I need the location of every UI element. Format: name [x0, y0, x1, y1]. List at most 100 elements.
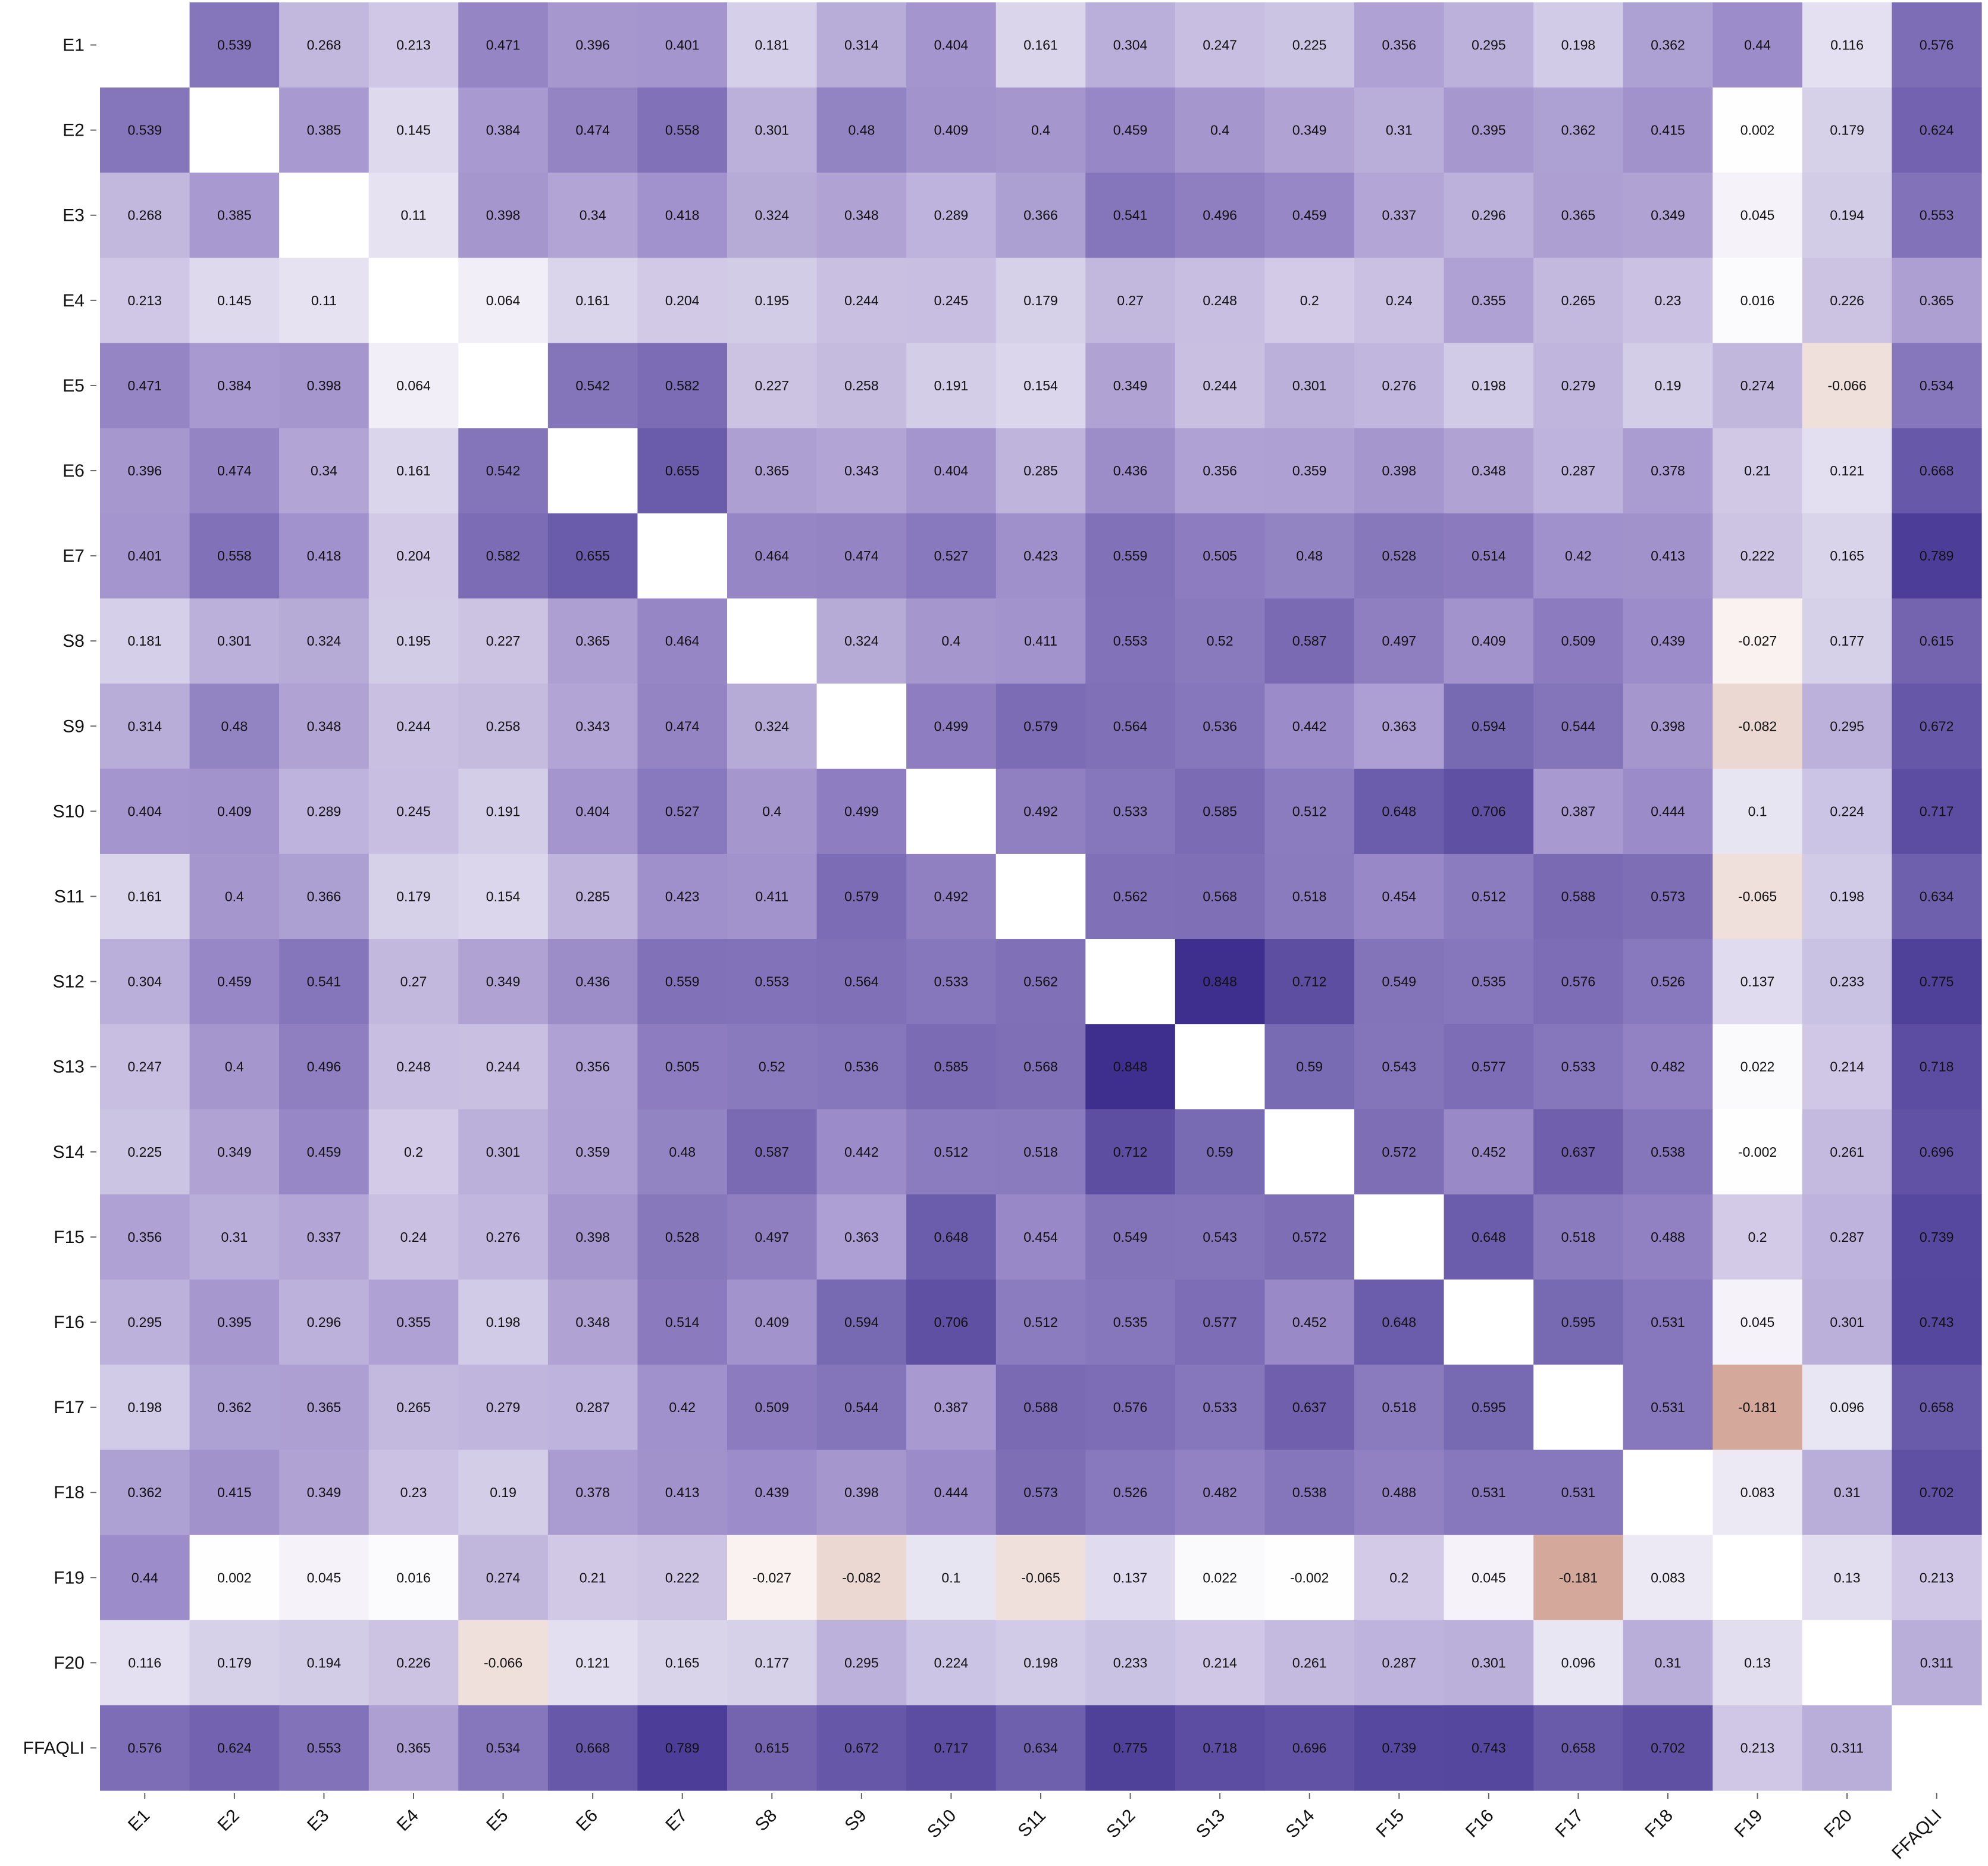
cell-value-label: 0.337 [307, 1229, 342, 1245]
heatmap-cell [1354, 428, 1445, 514]
heatmap-cell [547, 1364, 638, 1451]
heatmap-cell [1533, 853, 1624, 940]
cell-value-label: 0.585 [1203, 803, 1237, 819]
cell-value-label: 0.198 [1561, 37, 1596, 53]
cell-value-label: 0.527 [934, 548, 969, 563]
cell-value-label: 0.558 [217, 548, 252, 563]
heatmap-cell [637, 1449, 728, 1536]
heatmap-cells [100, 2, 1982, 1791]
cell-value-label: 0.439 [1651, 633, 1685, 649]
cell-value-label: 0.13 [1834, 1570, 1861, 1585]
heatmap-cell [547, 258, 638, 343]
cell-value-label: 0.488 [1382, 1485, 1417, 1500]
heatmap-cell [637, 1194, 728, 1280]
cell-value-label: 0.289 [307, 803, 342, 819]
heatmap-cell [458, 683, 549, 769]
heatmap-cell [100, 1449, 190, 1536]
cell-value-label: 0.648 [1382, 803, 1417, 819]
cell-value-label: 0.198 [1472, 378, 1506, 393]
heatmap-cell [1802, 1364, 1893, 1451]
cell-value-label: 0.404 [934, 37, 969, 53]
heatmap-cell [637, 87, 728, 173]
y-tick-label: E6 [62, 461, 84, 481]
heatmap-cell [368, 1705, 459, 1791]
cell-value-label: 0.398 [486, 208, 521, 223]
heatmap-cell [100, 1364, 190, 1451]
heatmap-cell [1892, 1449, 1982, 1536]
heatmap-cell [1533, 428, 1624, 514]
x-tick-label: S13 [1192, 1806, 1229, 1842]
heatmap-cell [1354, 343, 1445, 429]
heatmap-cell [906, 1024, 997, 1110]
heatmap-cell [189, 258, 280, 343]
cell-value-label: 0.594 [1472, 718, 1506, 734]
heatmap-cell [1444, 513, 1534, 599]
heatmap-cell [189, 1279, 280, 1366]
heatmap-cell [1085, 1109, 1176, 1195]
heatmap-cell [906, 1705, 997, 1791]
heatmap-cell [1175, 1620, 1266, 1706]
heatmap-cell [279, 1279, 370, 1366]
heatmap-cell [1802, 598, 1893, 684]
heatmap-cell [1713, 1705, 1803, 1791]
cell-value-label: -0.027 [1738, 633, 1777, 649]
heatmap-cell [1892, 1620, 1982, 1706]
heatmap-cell [458, 1109, 549, 1195]
heatmap-cell [995, 768, 1086, 854]
cell-value-label: 0.213 [1920, 1570, 1954, 1585]
cell-value-label: 0.295 [128, 1314, 162, 1330]
heatmap-cell [637, 343, 728, 429]
y-tick-label: S9 [62, 716, 84, 736]
heatmap-cell [1892, 2, 1982, 88]
cell-value-label: 0.289 [934, 208, 969, 223]
heatmap-cell [189, 1194, 280, 1280]
cell-value-label: 0.311 [1920, 1655, 1953, 1670]
heatmap-cell [547, 768, 638, 854]
heatmap-cell [1713, 768, 1803, 854]
heatmap-cell [1892, 768, 1982, 854]
heatmap-cell [727, 1109, 818, 1195]
cell-value-label: 0.11 [400, 208, 426, 223]
cell-value-label: 0.539 [217, 37, 252, 53]
heatmap-cell [1623, 513, 1713, 599]
cell-value-label: 0.365 [307, 1400, 342, 1415]
heatmap-cell [368, 1109, 459, 1195]
x-tick-label: S11 [1014, 1806, 1050, 1842]
heatmap-cell [727, 939, 818, 1025]
cell-value-label: 0.534 [486, 1740, 521, 1755]
cell-value-label: 0.31 [1655, 1655, 1682, 1670]
cell-value-label: 0.154 [486, 889, 521, 904]
cell-value-label: 0.349 [217, 1144, 252, 1160]
heatmap-cell [995, 1535, 1086, 1621]
cell-value-label: 0.559 [665, 974, 700, 990]
cell-value-label: 0.543 [1203, 1229, 1237, 1245]
heatmap-cell [816, 87, 907, 173]
cell-value-label: 0.582 [665, 378, 700, 393]
cell-value-label: 0.137 [1113, 1570, 1148, 1585]
heatmap-cell [1713, 598, 1803, 684]
heatmap-cell [368, 1279, 459, 1366]
cell-value-label: 0.42 [669, 1400, 696, 1415]
heatmap-cell [906, 343, 997, 429]
heatmap-cell [1444, 258, 1534, 343]
heatmap-cell [637, 513, 728, 599]
cell-value-label: 0.177 [755, 1655, 790, 1670]
cell-value-label: 0.181 [755, 37, 790, 53]
heatmap-cell [368, 2, 459, 88]
cell-value-label: 0.496 [1203, 208, 1237, 223]
cell-value-label: 0.536 [1203, 718, 1237, 734]
cell-value-label: 0.016 [396, 1570, 431, 1585]
heatmap-cell [368, 87, 459, 173]
heatmap-cell [906, 87, 997, 173]
cell-value-label: 0.365 [1920, 293, 1954, 308]
cell-value-label: 0.145 [217, 293, 252, 308]
cell-value-label: 0.4 [762, 803, 781, 819]
heatmap-cell [1623, 1194, 1713, 1280]
heatmap-cell [458, 1705, 549, 1791]
cell-value-label: 0.268 [307, 37, 342, 53]
heatmap-cell [100, 1109, 190, 1195]
cell-value-label: 0.016 [1740, 293, 1775, 308]
cell-value-label: 0.2 [1300, 293, 1319, 308]
cell-value-label: 0.474 [844, 548, 879, 563]
cell-value-label: 0.387 [934, 1400, 969, 1415]
